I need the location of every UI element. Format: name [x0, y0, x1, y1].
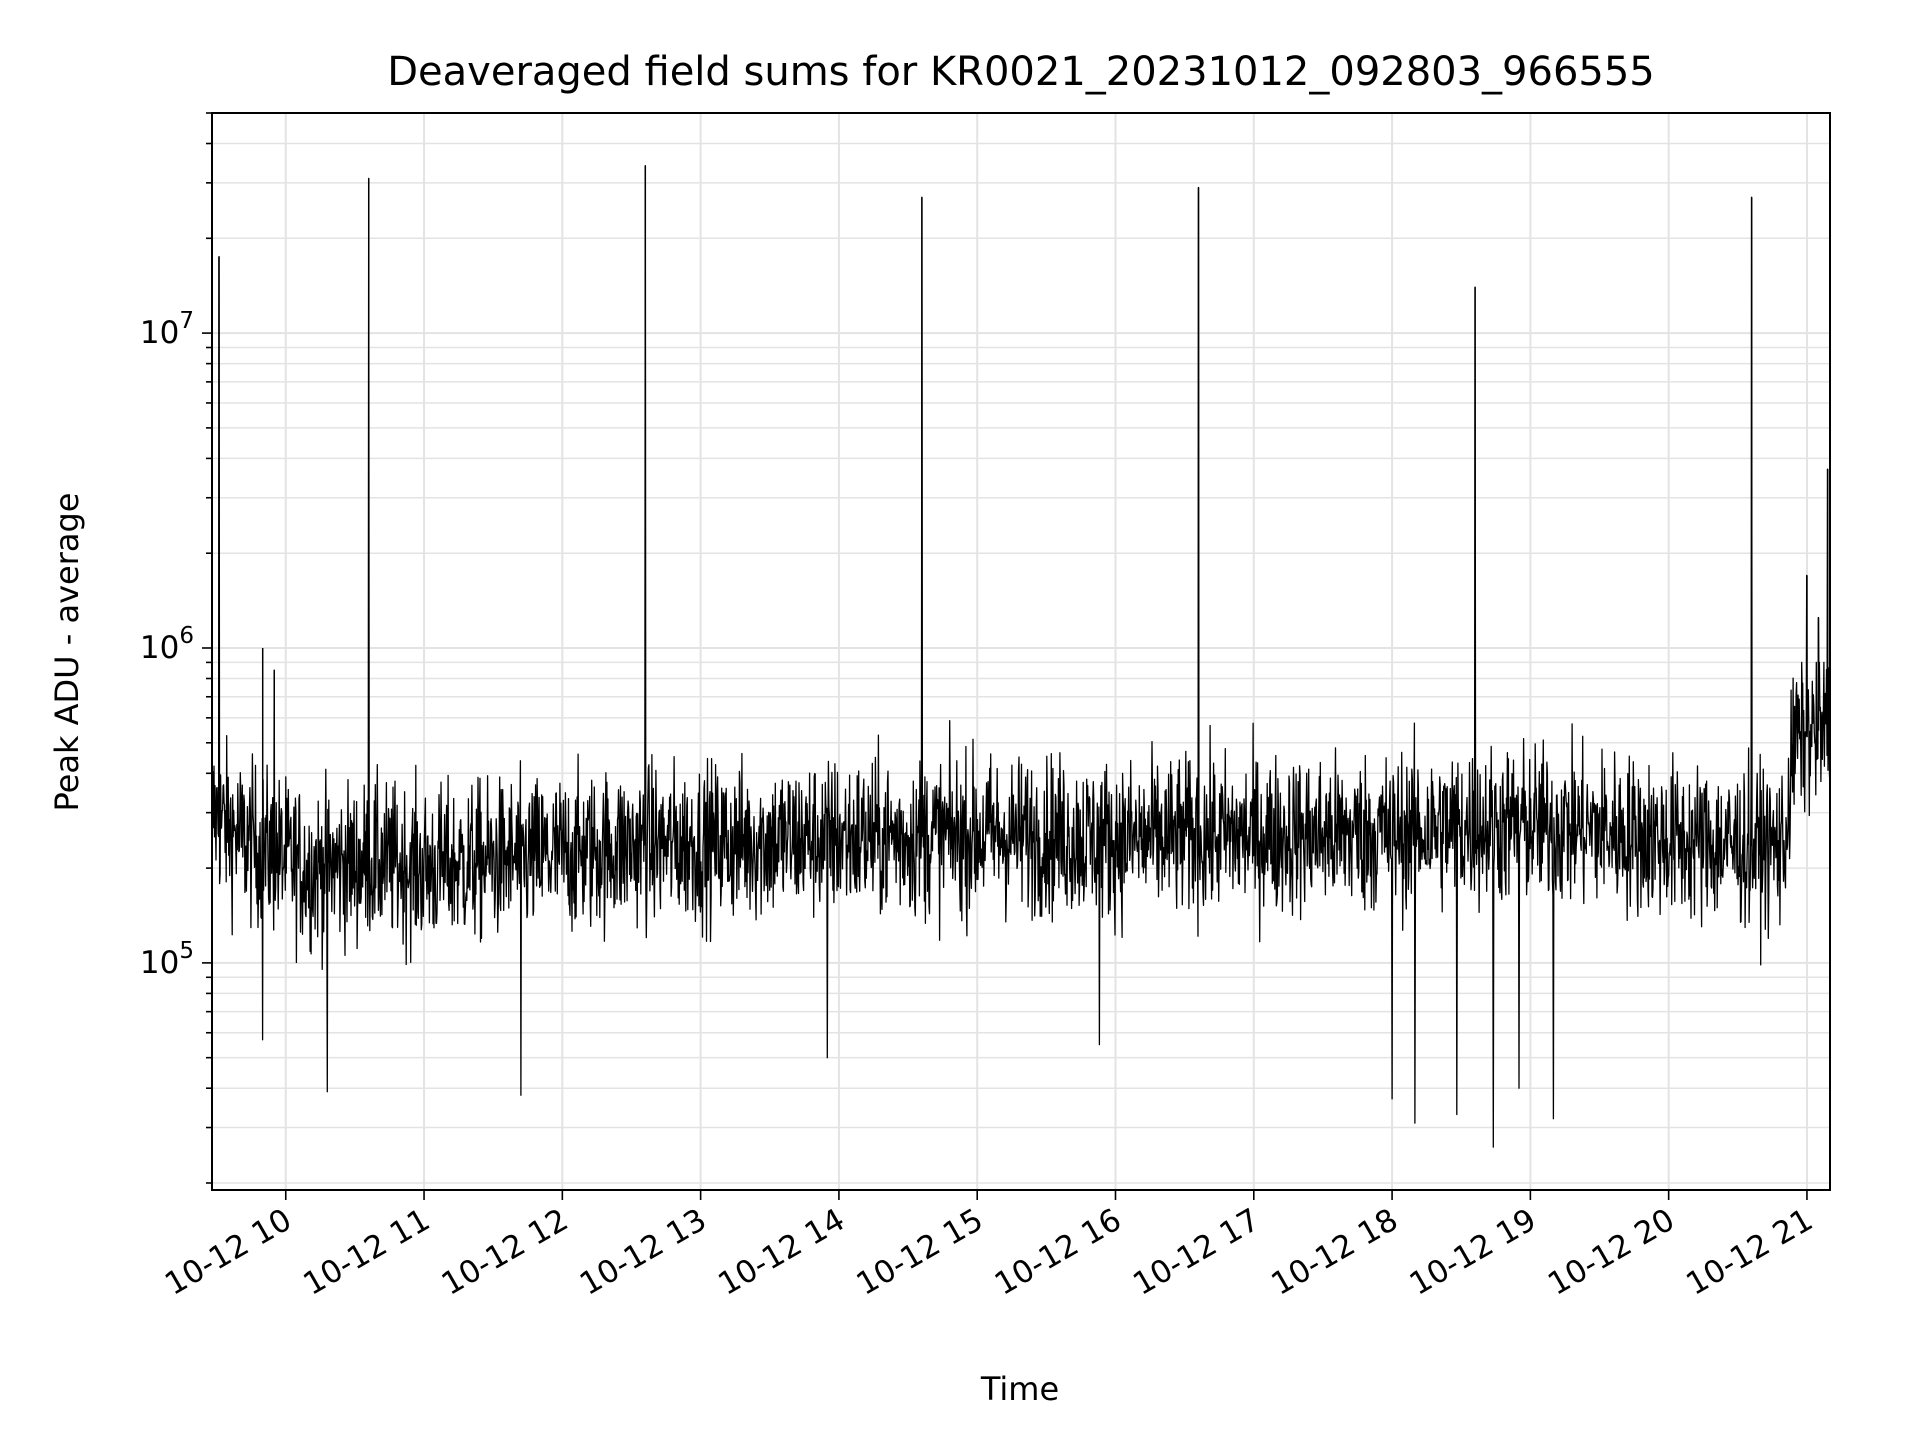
plot-frame	[211, 112, 1831, 1191]
series-line	[212, 165, 1830, 1148]
series-layer	[212, 165, 1830, 1148]
x-axis-label: Time	[980, 1370, 1059, 1408]
y-tick-label: 105	[140, 938, 194, 981]
chart-title: Deaveraged field sums for KR0021_2023101…	[387, 49, 1655, 95]
y-axis-label: Peak ADU - average	[48, 493, 86, 812]
y-tick-label: 107	[140, 308, 194, 351]
y-tick-label: 106	[140, 623, 194, 666]
